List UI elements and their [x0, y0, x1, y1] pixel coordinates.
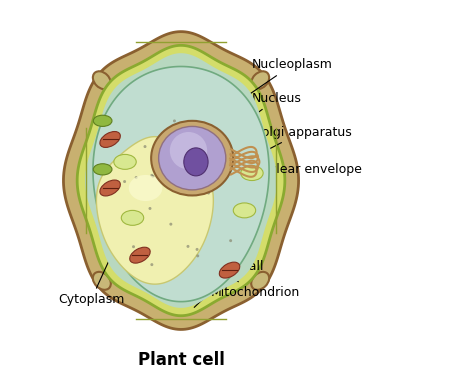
Text: Plant cell: Plant cell [137, 351, 225, 369]
Text: Cytoplasm: Cytoplasm [58, 228, 124, 306]
Circle shape [150, 174, 153, 177]
Ellipse shape [129, 175, 163, 201]
Circle shape [151, 175, 155, 178]
Polygon shape [93, 67, 269, 302]
Circle shape [144, 145, 146, 148]
Circle shape [207, 191, 210, 194]
Text: Nucleus: Nucleus [210, 92, 302, 149]
Ellipse shape [121, 211, 144, 225]
Circle shape [196, 255, 199, 258]
Ellipse shape [151, 121, 233, 196]
Text: Cell wall: Cell wall [194, 260, 264, 307]
Circle shape [214, 158, 217, 161]
Ellipse shape [170, 132, 207, 169]
Polygon shape [64, 32, 299, 329]
Circle shape [132, 245, 135, 248]
Polygon shape [96, 136, 213, 284]
Ellipse shape [93, 71, 111, 89]
Ellipse shape [251, 272, 269, 290]
Ellipse shape [159, 126, 226, 190]
Ellipse shape [241, 165, 263, 180]
Ellipse shape [100, 132, 120, 147]
Text: Nucleoplasm: Nucleoplasm [202, 58, 333, 127]
Circle shape [150, 263, 154, 266]
Circle shape [123, 180, 126, 183]
Ellipse shape [233, 203, 255, 218]
Ellipse shape [219, 262, 240, 278]
Text: Golgi apparatus: Golgi apparatus [247, 126, 352, 161]
Ellipse shape [184, 148, 208, 176]
Ellipse shape [114, 155, 136, 169]
Circle shape [169, 223, 173, 226]
Circle shape [229, 239, 232, 242]
Ellipse shape [93, 115, 112, 126]
Circle shape [186, 245, 190, 248]
Text: Nuclear envelope: Nuclear envelope [232, 163, 362, 180]
Polygon shape [77, 45, 285, 316]
Text: Mitochondrion: Mitochondrion [211, 275, 300, 299]
Circle shape [173, 120, 176, 123]
Polygon shape [85, 53, 277, 308]
Circle shape [135, 176, 137, 179]
Ellipse shape [251, 71, 269, 89]
Ellipse shape [100, 180, 120, 196]
Ellipse shape [93, 272, 111, 290]
Circle shape [148, 207, 152, 210]
Circle shape [195, 136, 198, 138]
Ellipse shape [130, 247, 150, 263]
Ellipse shape [93, 164, 112, 175]
Circle shape [196, 248, 199, 251]
